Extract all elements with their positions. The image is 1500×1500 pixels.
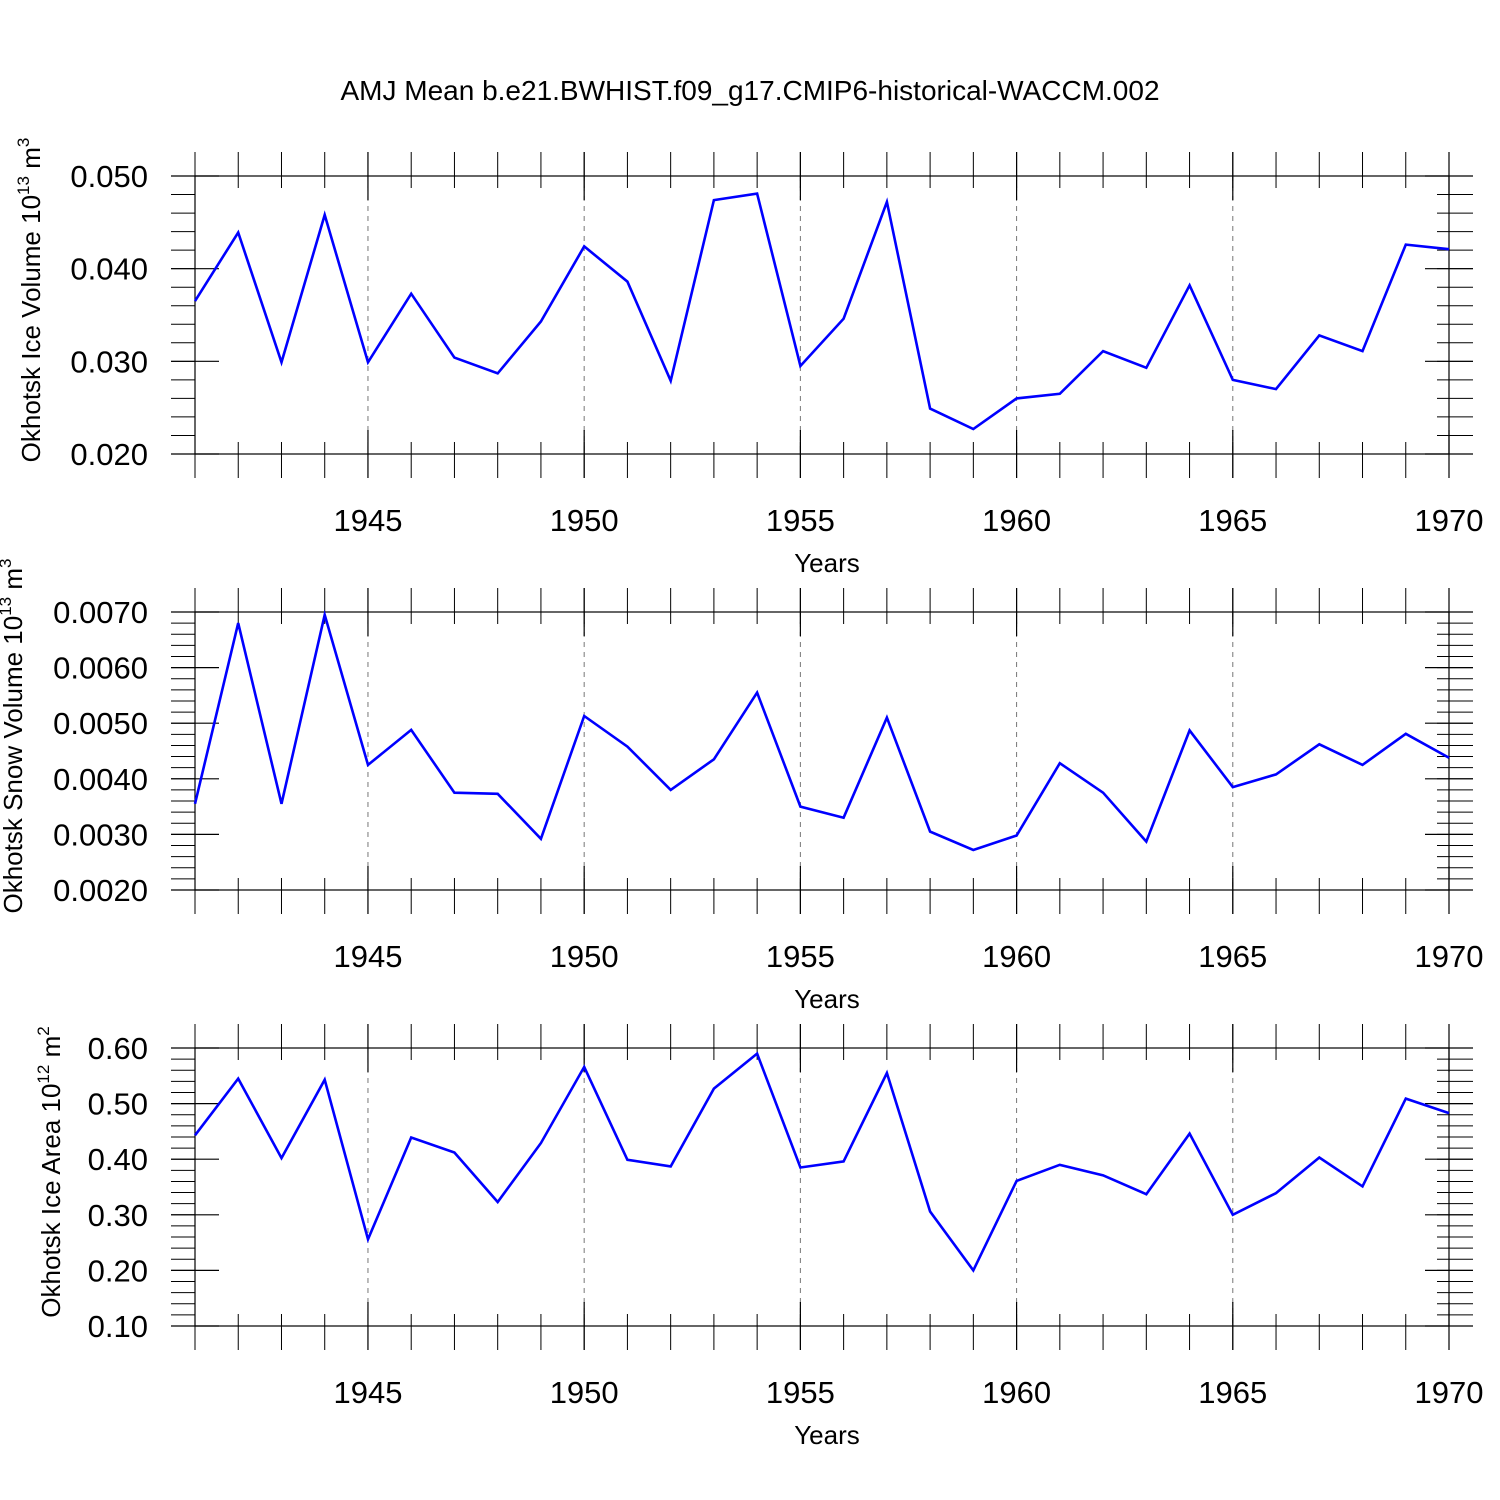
- y-axis-label: Okhotsk Snow Volume 1013 m3: [0, 559, 28, 914]
- plot-frame: [194, 1047, 1450, 1327]
- y-tick-label: 0.10: [88, 1309, 148, 1344]
- x-tick-label: 1955: [766, 503, 835, 538]
- x-axis-label: Years: [794, 984, 860, 1014]
- x-tick-label: 1945: [333, 1375, 402, 1410]
- x-tick-label: 1965: [1198, 939, 1267, 974]
- panel-2: 1945 1950 1955 1960 1965 1970 Years 0.0020 0.003…: [0, 559, 1483, 1015]
- y-tick-label: 0.0070: [53, 595, 148, 630]
- series-line: [193, 1051, 1450, 1273]
- series-line: [193, 609, 1450, 852]
- x-tick-label: 1960: [982, 939, 1051, 974]
- plot-frame: [194, 175, 1450, 455]
- series-line: [193, 192, 1450, 431]
- x-tick-label: 1960: [982, 1375, 1051, 1410]
- y-tick-label: 0.0050: [53, 706, 148, 741]
- y-tick-label: 0.0030: [53, 817, 148, 852]
- x-tick-label: 1970: [1415, 1375, 1484, 1410]
- y-tick-label: 0.50: [88, 1087, 148, 1122]
- y-tick-label: 0.050: [70, 159, 148, 194]
- x-tick-label: 1945: [333, 939, 402, 974]
- x-tick-label: 1970: [1415, 939, 1484, 974]
- chart-title: AMJ Mean b.e21.BWHIST.f09_g17.CMIP6-hist…: [340, 75, 1159, 106]
- y-tick-label: 0.0020: [53, 873, 148, 908]
- x-tick-label: 1970: [1415, 503, 1484, 538]
- x-tick-label: 1950: [550, 939, 619, 974]
- chart-panels: 1945 1950 1955 1960 1965 1970 Years 0.020 0.030 0…: [0, 138, 1483, 1450]
- x-axis-label: Years: [794, 548, 860, 578]
- y-axis-label: Okhotsk Ice Volume 1013 m3: [14, 138, 46, 463]
- panel-3: 1945 1950 1955 1960 1965 1970 Years 0.10 0.20 0.3…: [34, 1024, 1483, 1450]
- x-tick-label: 1965: [1198, 1375, 1267, 1410]
- x-tick-label: 1955: [766, 939, 835, 974]
- y-tick-label: 0.0040: [53, 762, 148, 797]
- x-tick-label: 1950: [550, 1375, 619, 1410]
- y-tick-label: 0.020: [70, 437, 148, 472]
- y-tick-label: 0.60: [88, 1031, 148, 1066]
- y-axis-label: Okhotsk Ice Area 1012 m2: [34, 1026, 66, 1317]
- x-tick-label: 1960: [982, 503, 1051, 538]
- plot-frame: [194, 611, 1450, 891]
- x-tick-label: 1965: [1198, 503, 1267, 538]
- y-tick-label: 0.30: [88, 1198, 148, 1233]
- x-tick-label: 1955: [766, 1375, 835, 1410]
- y-tick-label: 0.0060: [53, 651, 148, 686]
- x-axis-label: Years: [794, 1420, 860, 1450]
- y-tick-label: 0.40: [88, 1142, 148, 1177]
- y-tick-label: 0.030: [70, 344, 148, 379]
- panel-1: 1945 1950 1955 1960 1965 1970 Years 0.020 0.030 0…: [14, 138, 1483, 578]
- x-tick-label: 1945: [333, 503, 402, 538]
- y-tick-label: 0.040: [70, 252, 148, 287]
- x-tick-label: 1950: [550, 503, 619, 538]
- y-tick-label: 0.20: [88, 1253, 148, 1288]
